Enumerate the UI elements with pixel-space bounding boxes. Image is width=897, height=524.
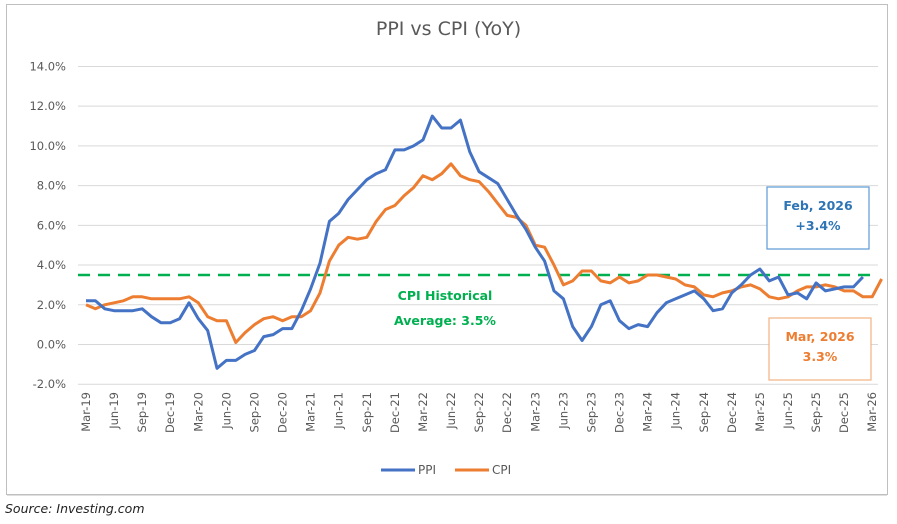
x-tick-label: Jun-20 (219, 392, 233, 430)
y-axis-ticks: -2.0% 0.0% 2.0% 4.0% 6.0% 8.0% 10.0% 12.0% 14.0% (29, 59, 66, 391)
x-tick-label: Sep-25 (809, 392, 823, 432)
x-tick-label: Mar-21 (304, 392, 318, 432)
x-axis-ticks: Mar-19 Jun-19 Sep-19 Dec-19 Mar-20 Jun-20 Sep-… (79, 392, 879, 433)
x-tick-label: Mar-23 (528, 392, 542, 432)
y-tick-label: 4.0% (37, 258, 66, 272)
cpi-line (85, 162, 883, 344)
source-note: Source: Investing.com (5, 501, 145, 516)
y-tick-label: 8.0% (37, 179, 66, 193)
x-tick-label: Dec-23 (613, 392, 627, 433)
cpi-callout-date: Mar, 2026 (785, 329, 854, 344)
legend: PPI CPI (7, 463, 887, 496)
x-tick-label: Jun-21 (332, 392, 346, 430)
x-tick-label: Mar-25 (753, 392, 767, 432)
x-tick-label: Sep-20 (247, 392, 261, 432)
legend-cpi-label: CPI (492, 463, 511, 477)
y-tick-label: 12.0% (29, 99, 66, 113)
legend-ppi-label: PPI (418, 463, 436, 477)
chart-title: PPI vs CPI (YoY) (375, 18, 522, 40)
x-tick-label: Dec-24 (725, 392, 739, 433)
x-tick-label: Jun-19 (107, 392, 121, 430)
x-tick-label: Sep-19 (135, 392, 149, 432)
cpi-average-label-line2: Average: 3.5% (394, 313, 496, 328)
series-lines (78, 114, 883, 370)
x-tick-label: Mar-24 (641, 392, 655, 432)
y-tick-label: 0.0% (37, 338, 66, 352)
ppi-callout-date: Feb, 2026 (783, 198, 853, 213)
y-tick-label: 6.0% (37, 218, 66, 232)
ppi-callout-value: +3.4% (795, 218, 841, 233)
x-tick-label: Jun-25 (781, 392, 795, 430)
cpi-callout-value: 3.3% (803, 349, 838, 364)
x-tick-label: Dec-19 (163, 392, 177, 433)
x-tick-label: Mar-26 (865, 392, 879, 432)
ppi-line (86, 114, 864, 370)
annotations: CPI Historical Average: 3.5% Feb, 2026 +3.4… (394, 186, 872, 381)
cpi-callout-box (768, 317, 872, 381)
x-tick-label: Dec-21 (388, 392, 402, 433)
x-tick-label: Sep-22 (472, 392, 486, 432)
x-tick-label: Dec-25 (837, 392, 851, 433)
x-tick-label: Sep-21 (360, 392, 374, 432)
y-tick-label: 14.0% (29, 59, 66, 73)
x-tick-label: Dec-22 (500, 392, 514, 433)
x-tick-label: Jun-22 (444, 392, 458, 430)
x-tick-label: Mar-19 (79, 392, 93, 432)
gridlines (78, 65, 878, 385)
y-tick-label: -2.0% (33, 377, 66, 391)
cpi-average-label-line1: CPI Historical (398, 288, 493, 303)
y-tick-label: 10.0% (29, 139, 66, 153)
x-tick-label: Jun-24 (669, 392, 683, 430)
x-tick-label: Sep-24 (697, 392, 711, 432)
ppi-callout-box (766, 186, 870, 250)
x-tick-label: Sep-23 (584, 392, 598, 432)
x-tick-label: Jun-23 (556, 392, 570, 430)
x-tick-label: Mar-22 (416, 392, 430, 432)
y-tick-label: 2.0% (37, 298, 66, 312)
x-tick-label: Mar-20 (191, 392, 205, 432)
x-tick-label: Dec-20 (276, 392, 290, 433)
